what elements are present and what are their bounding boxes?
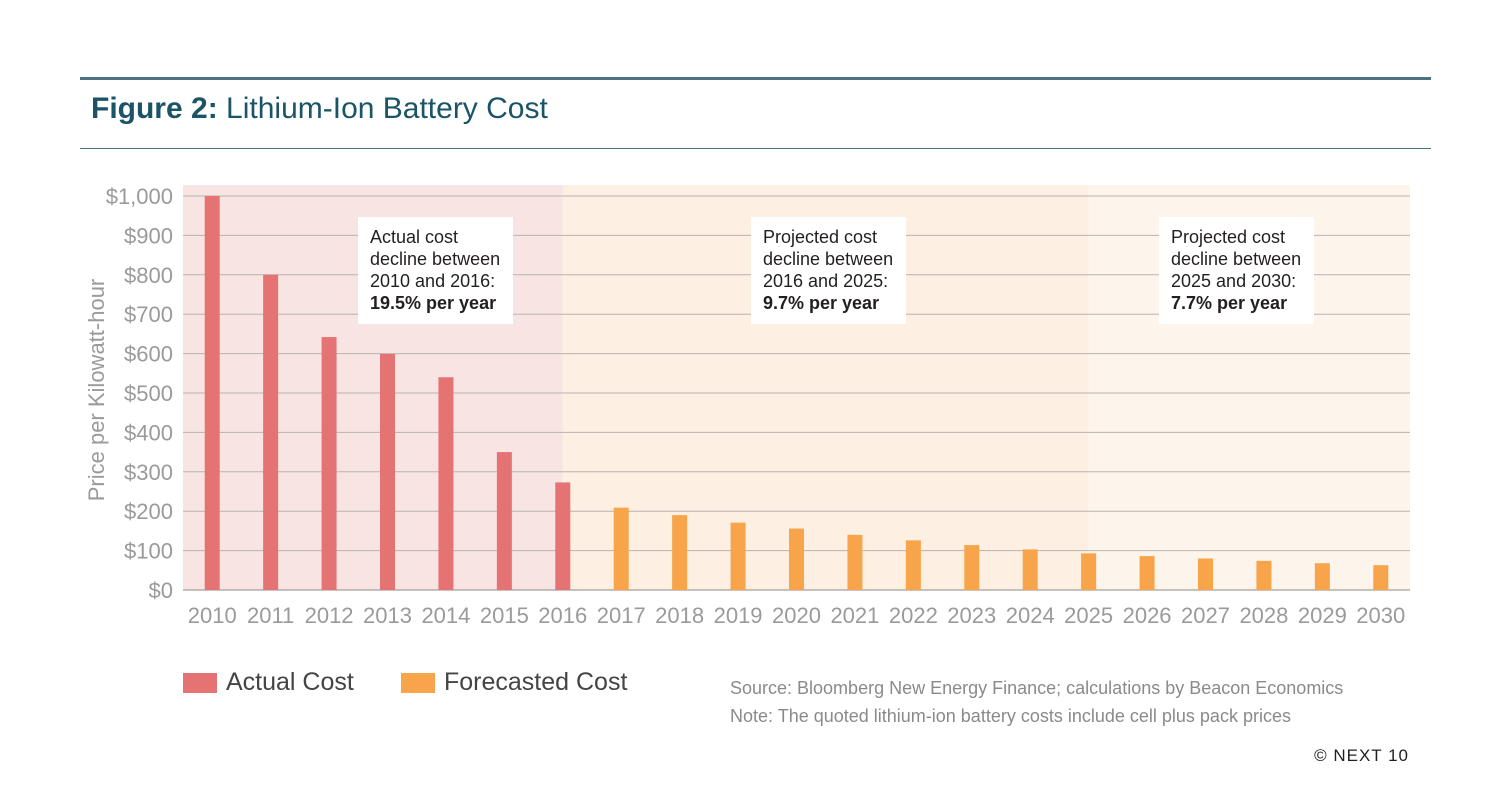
x-tick-label: 2027 bbox=[1181, 603, 1230, 628]
y-tick-label: $500 bbox=[124, 381, 173, 406]
bar bbox=[905, 540, 921, 590]
y-tick-label: $100 bbox=[124, 539, 173, 564]
legend-label-actual: Actual Cost bbox=[226, 668, 354, 696]
legend-item-actual: Actual Cost bbox=[183, 668, 354, 697]
annotation-line: Actual cost bbox=[370, 227, 459, 247]
source-notes: Source: Bloomberg New Energy Finance; ca… bbox=[730, 674, 1343, 730]
x-tick-label: 2013 bbox=[363, 603, 412, 628]
y-tick-label: $1,000 bbox=[106, 184, 173, 209]
y-tick-label: $600 bbox=[124, 342, 173, 367]
y-tick-label: $0 bbox=[149, 578, 173, 603]
bar bbox=[613, 507, 629, 590]
annotation-projected-decline-2025-2030: Projected cost decline between 2025 and … bbox=[1159, 217, 1315, 324]
y-tick-label: $700 bbox=[124, 302, 173, 327]
y-tick-label: $300 bbox=[124, 460, 173, 485]
x-tick-label: 2021 bbox=[830, 603, 879, 628]
x-tick-label: 2019 bbox=[714, 603, 763, 628]
header-top-rule bbox=[80, 77, 1431, 80]
x-tick-label: 2022 bbox=[889, 603, 938, 628]
bar bbox=[1256, 560, 1272, 590]
annotation-line: decline between bbox=[763, 249, 894, 269]
figure-title-lead: Figure 2: bbox=[91, 92, 218, 125]
x-tick-label: 2029 bbox=[1298, 603, 1347, 628]
bar bbox=[321, 337, 337, 590]
x-tick-label: 2011 bbox=[247, 603, 294, 628]
x-tick-label: 2024 bbox=[1006, 603, 1055, 628]
x-tick-label: 2014 bbox=[421, 603, 470, 628]
legend-swatch-forecast bbox=[401, 672, 435, 693]
source-line: Source: Bloomberg New Energy Finance; ca… bbox=[730, 678, 1344, 698]
bar bbox=[263, 274, 279, 590]
annotation-actual-decline: Actual cost decline between 2010 and 201… bbox=[358, 217, 514, 324]
header-bottom-rule bbox=[80, 148, 1431, 149]
bar bbox=[438, 377, 454, 590]
x-tick-label: 2017 bbox=[597, 603, 646, 628]
x-tick-label: 2028 bbox=[1239, 603, 1288, 628]
bar bbox=[730, 522, 746, 590]
x-tick-label: 2018 bbox=[655, 603, 704, 628]
y-tick-label: $800 bbox=[124, 263, 173, 288]
annotation-projected-decline-2016-2025: Projected cost decline between 2016 and … bbox=[751, 217, 907, 324]
bar bbox=[1373, 565, 1389, 590]
x-tick-label: 2023 bbox=[947, 603, 996, 628]
y-tick-label: $200 bbox=[124, 499, 173, 524]
bar bbox=[672, 515, 688, 590]
legend-label-forecast: Forecasted Cost bbox=[444, 668, 628, 696]
bar bbox=[1314, 563, 1330, 590]
y-axis-label: Price per Kilowatt-hour bbox=[84, 278, 109, 502]
figure-title-text: Lithium-Ion Battery Cost bbox=[226, 92, 548, 125]
x-tick-label: 2030 bbox=[1356, 603, 1405, 628]
x-tick-label: 2015 bbox=[480, 603, 529, 628]
x-tick-label: 2010 bbox=[188, 603, 237, 628]
legend-swatch-actual bbox=[183, 672, 217, 693]
annotation-line: 2010 and 2016: bbox=[370, 271, 496, 291]
annotation-line: Projected cost bbox=[763, 227, 878, 247]
y-tick-label: $400 bbox=[124, 420, 173, 445]
note-line: Note: The quoted lithium-ion battery cos… bbox=[730, 706, 1291, 726]
bar bbox=[380, 353, 395, 590]
bar bbox=[496, 452, 512, 590]
annotation-line: Projected cost bbox=[1171, 227, 1286, 247]
bar bbox=[964, 545, 980, 590]
annotation-line: decline between bbox=[370, 249, 501, 269]
bar bbox=[847, 534, 863, 590]
bar bbox=[1198, 558, 1213, 590]
bar bbox=[1139, 556, 1155, 590]
x-tick-label: 2025 bbox=[1064, 603, 1113, 628]
copyright: © NEXT 10 bbox=[1314, 746, 1409, 765]
x-tick-label: 2012 bbox=[305, 603, 354, 628]
annotation-rate: 7.7% per year bbox=[1171, 293, 1288, 313]
bar bbox=[204, 196, 220, 590]
x-tick-label: 2016 bbox=[538, 603, 587, 628]
annotation-line: decline between bbox=[1171, 249, 1302, 269]
bar bbox=[1022, 549, 1038, 590]
figure-title: Figure 2: Lithium-Ion Battery Cost bbox=[91, 92, 548, 126]
annotation-rate: 19.5% per year bbox=[370, 293, 497, 313]
bar bbox=[1081, 553, 1097, 590]
legend-item-forecast: Forecasted Cost bbox=[401, 668, 627, 697]
annotation-line: 2025 and 2030: bbox=[1171, 271, 1297, 291]
bar bbox=[789, 528, 804, 590]
x-tick-label: 2020 bbox=[772, 603, 821, 628]
y-tick-label: $900 bbox=[124, 223, 173, 248]
annotation-line: 2016 and 2025: bbox=[763, 271, 889, 291]
annotation-rate: 9.7% per year bbox=[763, 293, 880, 313]
x-tick-label: 2026 bbox=[1123, 603, 1172, 628]
bar bbox=[555, 482, 571, 590]
